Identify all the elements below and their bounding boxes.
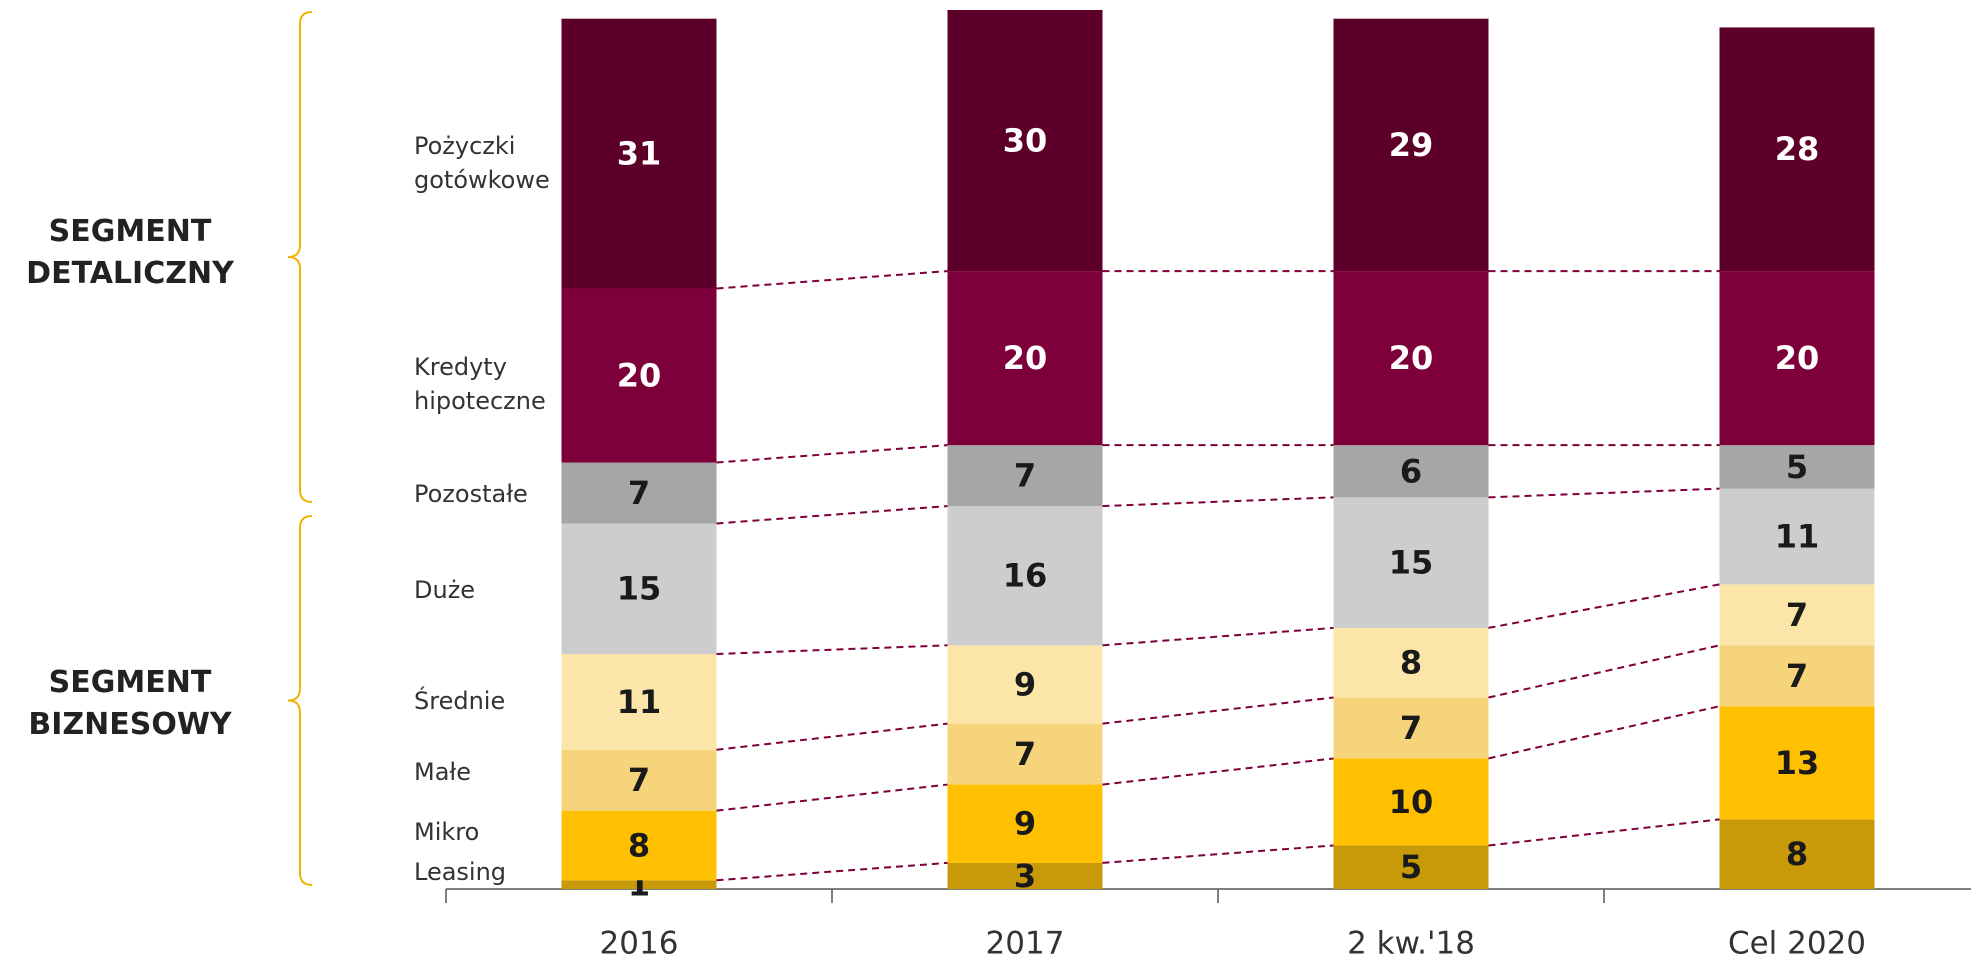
connector bbox=[1488, 644, 1720, 699]
bar-segment bbox=[1719, 271, 1875, 446]
connector bbox=[1102, 626, 1334, 647]
legend-label: Mikro bbox=[414, 818, 480, 846]
legend-label: Pozostałe bbox=[414, 480, 528, 508]
value-label: 11 bbox=[1775, 518, 1820, 556]
value-label: 6 bbox=[1400, 452, 1422, 490]
connector bbox=[716, 270, 948, 290]
value-label: 15 bbox=[617, 570, 662, 608]
bar-segment bbox=[561, 880, 717, 889]
bar-segment bbox=[561, 654, 717, 750]
value-label: 20 bbox=[1003, 339, 1048, 377]
value-label: 16 bbox=[1003, 557, 1048, 595]
group-brace bbox=[287, 515, 313, 886]
x-tick-label: Cel 2020 bbox=[1728, 926, 1866, 962]
value-label: 3 bbox=[1014, 857, 1036, 895]
bar-segment bbox=[1719, 445, 1875, 489]
value-label: 20 bbox=[617, 357, 662, 395]
connector bbox=[1488, 818, 1720, 847]
connector bbox=[716, 644, 948, 656]
x-tick-label: 2 kw.'18 bbox=[1347, 926, 1475, 962]
value-label: 7 bbox=[1786, 596, 1808, 634]
connector bbox=[1488, 583, 1720, 629]
bar-segment bbox=[947, 10, 1103, 272]
value-label: 8 bbox=[1786, 835, 1808, 873]
bar-segment bbox=[1333, 845, 1489, 889]
connector bbox=[716, 861, 948, 882]
value-label: 7 bbox=[1400, 709, 1422, 747]
value-label: 20 bbox=[1775, 339, 1820, 377]
connector bbox=[1102, 496, 1334, 508]
value-label: 15 bbox=[1389, 544, 1434, 582]
bar-segment bbox=[947, 445, 1103, 507]
value-label: 29 bbox=[1389, 126, 1434, 164]
connector bbox=[1102, 844, 1334, 864]
bar-segment bbox=[1719, 488, 1875, 585]
bar-segment bbox=[1719, 584, 1875, 646]
connector bbox=[716, 444, 948, 464]
value-label: 10 bbox=[1389, 783, 1434, 821]
bar-segment bbox=[947, 723, 1103, 785]
value-label: 5 bbox=[1786, 448, 1808, 486]
bar-segment bbox=[947, 784, 1103, 863]
value-label: 7 bbox=[1786, 657, 1808, 695]
bar-segment bbox=[1333, 18, 1489, 272]
x-tick-label: 2016 bbox=[600, 926, 679, 962]
value-label: 8 bbox=[628, 826, 650, 864]
bar-segment bbox=[1333, 697, 1489, 759]
value-label: 5 bbox=[1400, 848, 1422, 886]
legend-label: Kredyty hipoteczne bbox=[414, 353, 546, 415]
value-label: 20 bbox=[1389, 339, 1434, 377]
connector bbox=[1102, 757, 1334, 786]
value-label: 31 bbox=[617, 135, 662, 173]
connector bbox=[716, 783, 948, 812]
value-label: 28 bbox=[1775, 130, 1820, 168]
legend-label: Małe bbox=[414, 758, 471, 786]
bar-segment bbox=[1333, 271, 1489, 446]
legend-label: Pożyczki gotówkowe bbox=[414, 132, 550, 194]
group-label: SEGMENT DETALICZNY bbox=[26, 214, 234, 291]
bar-segment bbox=[1719, 706, 1875, 820]
value-label: 9 bbox=[1014, 665, 1036, 703]
legend-label: Leasing bbox=[414, 858, 507, 886]
bar-segment bbox=[1719, 819, 1875, 889]
connector bbox=[716, 505, 948, 525]
value-label: 8 bbox=[1400, 644, 1422, 682]
group-label: SEGMENT BIZNESOWY bbox=[28, 665, 232, 742]
value-label: 7 bbox=[1014, 735, 1036, 773]
bar-segment bbox=[561, 749, 717, 811]
value-label: 30 bbox=[1003, 122, 1048, 160]
value-label: 7 bbox=[1014, 457, 1036, 495]
bar-segment bbox=[947, 271, 1103, 446]
connector bbox=[1102, 696, 1334, 725]
value-label: 7 bbox=[628, 761, 650, 799]
legend-label: Średnie bbox=[414, 687, 506, 715]
bar-segment bbox=[947, 645, 1103, 724]
value-label: 11 bbox=[617, 683, 662, 721]
bar-segment bbox=[947, 506, 1103, 646]
value-label: 13 bbox=[1775, 744, 1820, 782]
legend-label: Duże bbox=[414, 576, 476, 604]
bar-segment bbox=[1719, 27, 1875, 272]
bar-segment bbox=[561, 523, 717, 655]
connector bbox=[1488, 487, 1720, 499]
bar-segment bbox=[1719, 645, 1875, 707]
bar-segment bbox=[561, 462, 717, 524]
value-label: 9 bbox=[1014, 805, 1036, 843]
bar-segment bbox=[561, 810, 717, 881]
bar-segment bbox=[561, 288, 717, 463]
bar-segment bbox=[947, 862, 1103, 889]
x-tick-label: 2017 bbox=[986, 926, 1065, 962]
group-brace bbox=[287, 11, 313, 503]
bar-segment bbox=[1333, 758, 1489, 846]
connector bbox=[716, 722, 948, 751]
bar-segment bbox=[1333, 627, 1489, 698]
connector bbox=[1488, 705, 1720, 760]
bar-segment bbox=[561, 18, 717, 289]
bar-segment bbox=[1333, 445, 1489, 498]
value-label: 7 bbox=[628, 474, 650, 512]
bar-segment bbox=[1333, 497, 1489, 628]
